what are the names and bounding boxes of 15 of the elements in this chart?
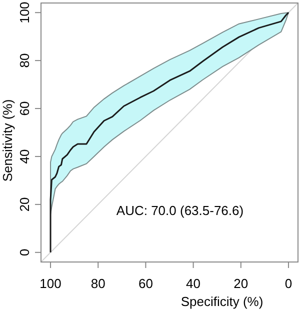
y-axis-title: Sensitivity (%)	[0, 99, 15, 182]
x-tick-label: 60	[138, 276, 153, 291]
y-tick-label: 20	[17, 197, 32, 212]
x-tick-label: 100	[40, 276, 62, 291]
y-tick-label: 40	[17, 149, 32, 164]
x-tick-label: 40	[186, 276, 201, 291]
x-tick-label: 80	[90, 276, 106, 291]
annotation: AUC: 70.0 (63.5-76.6)	[116, 203, 244, 218]
x-tick-label: 20	[234, 276, 248, 291]
y-tick-label: 0	[17, 248, 32, 256]
x-axis-title: Specificity (%)	[180, 294, 264, 309]
y-tick-label: 100	[17, 2, 32, 24]
y-tick-label: 80	[17, 53, 32, 68]
y-tick-label: 60	[17, 101, 32, 116]
x-tick-label: 0	[284, 276, 292, 291]
